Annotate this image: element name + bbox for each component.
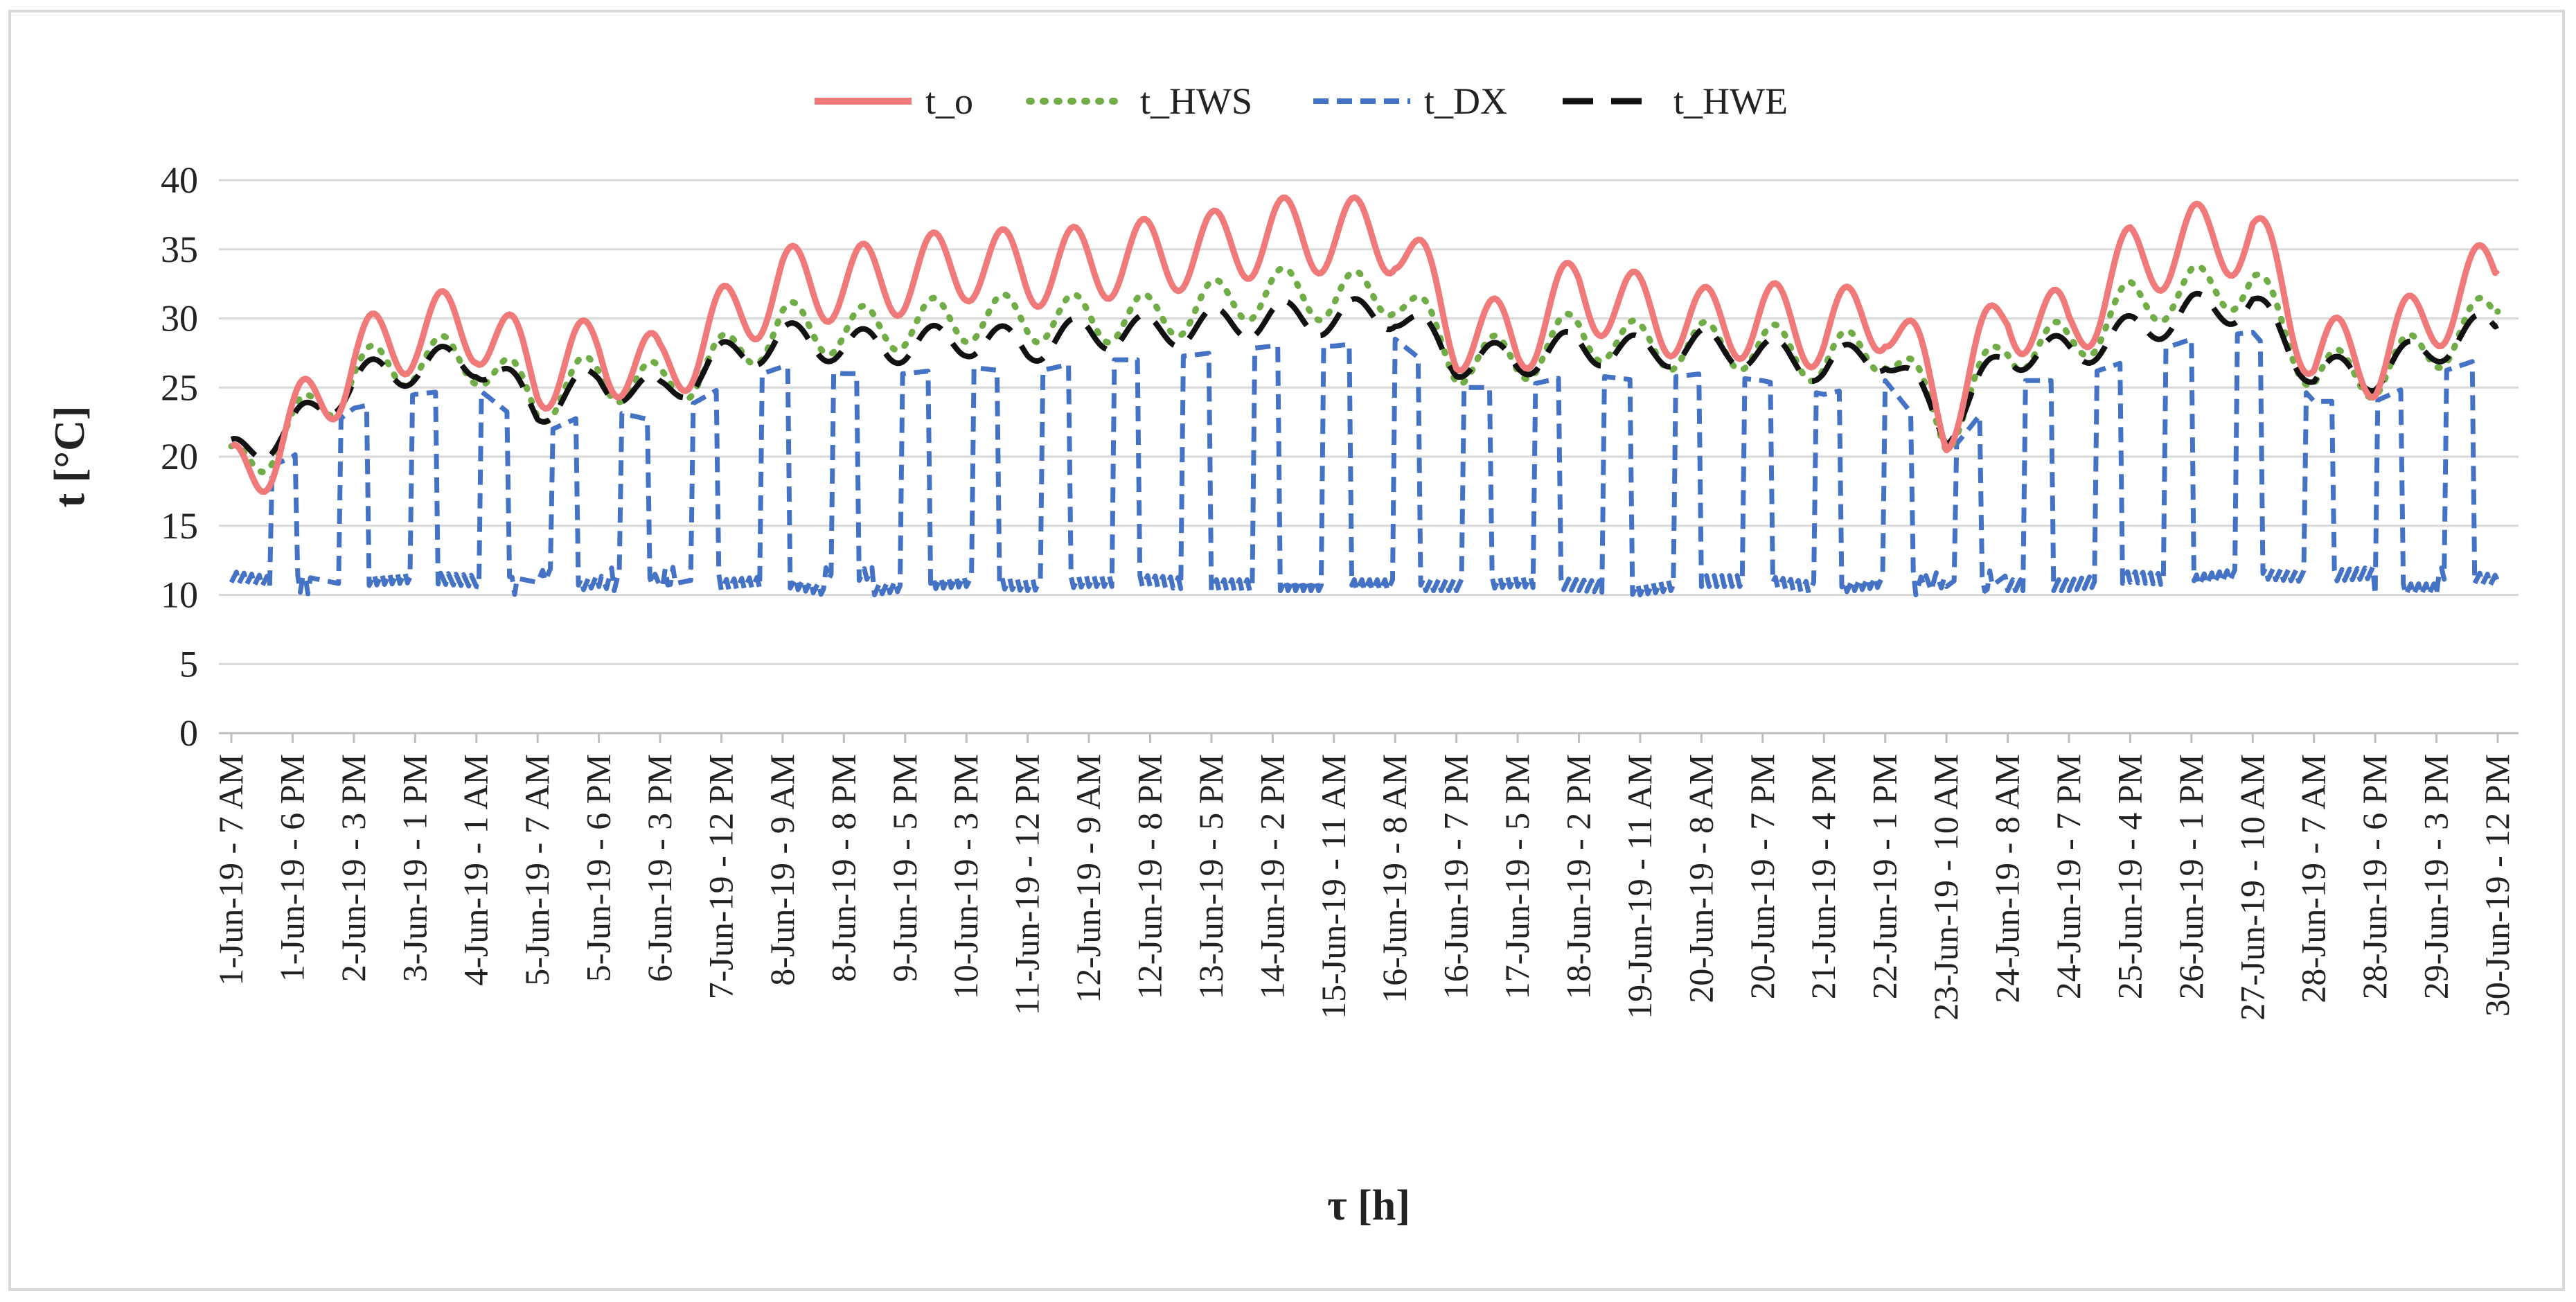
series-line-t-hwe (230, 290, 2499, 461)
x-tick-label: 20-Jun-19 - 8 AM (1681, 754, 1720, 1003)
x-tick-label: 28-Jun-19 - 6 PM (2355, 754, 2394, 999)
y-tick-label: 0 (179, 712, 198, 754)
x-tick-label: 6-Jun-19 - 3 PM (640, 754, 679, 982)
legend-label-t-o: t_o (925, 80, 973, 122)
x-tick-label: 24-Jun-19 - 8 AM (1988, 754, 2027, 1003)
x-tick-label: 8-Jun-19 - 8 PM (824, 754, 862, 982)
y-tick-label: 20 (161, 436, 198, 477)
x-tick-label: 1-Jun-19 - 6 PM (272, 754, 311, 982)
line-chart: t_o t_HWS t_DX t_HWE 0 5 10 15 20 25 30 35 40 1-Jun… (46, 80, 2519, 1229)
x-tick-label: 8-Jun-19 - 9 AM (763, 754, 801, 986)
legend-label-t-hwe: t_HWE (1673, 80, 1788, 122)
x-axis-title: τ [h] (1327, 1182, 1410, 1229)
x-tick-label: 13-Jun-19 - 5 PM (1191, 754, 1230, 999)
x-tick-label: 19-Jun-19 - 11 AM (1620, 754, 1659, 1019)
legend: t_o t_HWS t_DX t_HWE (815, 80, 1788, 122)
y-tick-label: 5 (179, 643, 198, 685)
y-tick-label: 30 (161, 298, 198, 340)
x-tick-label: 5-Jun-19 - 6 PM (579, 754, 618, 982)
x-tick-label: 9-Jun-19 - 5 PM (885, 754, 924, 982)
x-tick-label: 16-Jun-19 - 7 PM (1437, 754, 1475, 999)
x-tick-label: 17-Jun-19 - 5 PM (1498, 754, 1536, 999)
x-tick-label: 22-Jun-19 - 1 PM (1865, 754, 1904, 999)
x-tick-label: 28-Jun-19 - 7 AM (2294, 754, 2333, 1003)
x-tick-label: 5-Jun-19 - 7 AM (517, 754, 556, 986)
x-tick-label: 27-Jun-19 - 10 AM (2232, 754, 2271, 1021)
chart-frame: t_o t_HWS t_DX t_HWE 0 5 10 15 20 25 30 35 40 1-Jun… (8, 10, 2565, 1291)
series-lines (228, 194, 2501, 597)
y-axis-title: t [°C] (46, 405, 94, 507)
x-tick-label: 15-Jun-19 - 11 AM (1314, 754, 1353, 1019)
y-tick-label: 35 (161, 229, 198, 270)
y-tick-label: 25 (161, 367, 198, 408)
x-tick-label: 24-Jun-19 - 7 PM (2049, 754, 2088, 999)
x-tick-label: 12-Jun-19 - 8 PM (1130, 754, 1169, 999)
x-axis-ticks: 1-Jun-19 - 7 AM 1-Jun-19 - 6 PM 2-Jun-19 -… (211, 733, 2516, 1021)
y-axis-ticks: 0 5 10 15 20 25 30 35 40 (161, 159, 198, 754)
x-tick-label: 10-Jun-19 - 3 PM (946, 754, 985, 999)
x-tick-label: 29-Jun-19 - 3 PM (2417, 754, 2455, 999)
x-tick-label: 2-Jun-19 - 3 PM (334, 754, 373, 982)
series-line-t-hws (228, 263, 2501, 475)
series-line-t-dx (229, 330, 2501, 597)
x-tick-label: 25-Jun-19 - 4 PM (2110, 754, 2149, 999)
x-tick-label: 23-Jun-19 - 10 AM (1926, 754, 1965, 1021)
x-tick-label: 4-Jun-19 - 1 AM (456, 754, 495, 986)
y-tick-label: 15 (161, 505, 198, 547)
x-tick-label: 21-Jun-19 - 4 PM (1804, 754, 1842, 999)
x-tick-label: 18-Jun-19 - 2 PM (1559, 754, 1598, 999)
x-tick-label: 1-Jun-19 - 7 AM (211, 754, 250, 986)
x-tick-label: 26-Jun-19 - 1 PM (2171, 754, 2210, 999)
legend-label-t-hws: t_HWS (1140, 80, 1252, 122)
x-tick-label: 3-Jun-19 - 1 PM (395, 754, 434, 982)
x-tick-label: 7-Jun-19 - 12 PM (701, 754, 740, 999)
y-tick-label: 40 (161, 159, 198, 201)
x-tick-label: 30-Jun-19 - 12 PM (2478, 754, 2516, 1017)
x-tick-label: 20-Jun-19 - 7 PM (1743, 754, 1782, 999)
x-tick-label: 12-Jun-19 - 9 AM (1069, 754, 1108, 1003)
series-line-t-o (229, 194, 2501, 495)
x-tick-label: 11-Jun-19 - 12 PM (1008, 754, 1047, 1015)
y-tick-label: 10 (161, 574, 198, 616)
legend-label-t-dx: t_DX (1424, 80, 1507, 122)
x-tick-label: 16-Jun-19 - 8 AM (1375, 754, 1414, 1003)
x-tick-label: 14-Jun-19 - 2 PM (1252, 754, 1291, 999)
